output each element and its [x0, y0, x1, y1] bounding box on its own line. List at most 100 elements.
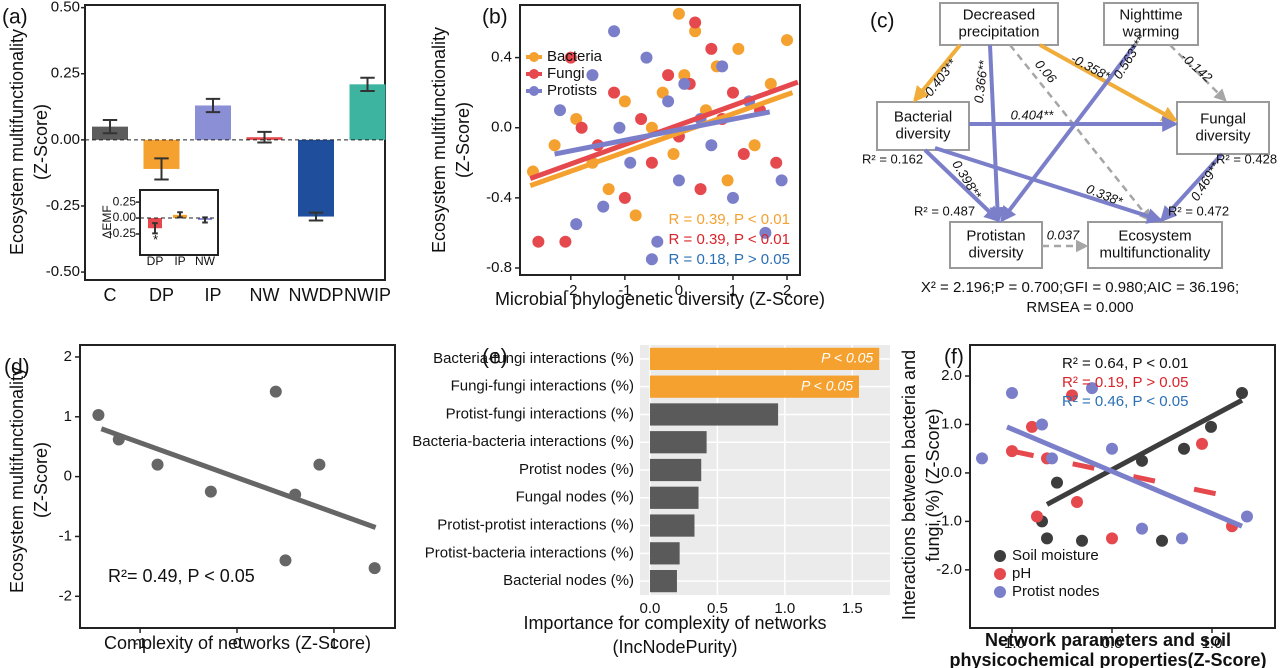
bar — [298, 139, 334, 217]
annotation: R = 0.39, P < 0.01 — [669, 231, 790, 248]
error-bar — [360, 76, 375, 92]
scatter-point — [548, 139, 561, 152]
scatter-point — [618, 191, 631, 204]
x-axis-title: (IncNodePurity) — [612, 637, 737, 657]
x-tick-label: 0.0 — [1102, 635, 1123, 652]
error-bar — [257, 130, 272, 144]
scatter-point — [726, 191, 739, 204]
legend-label: Fungi — [547, 65, 585, 82]
scatter-point — [602, 183, 615, 196]
path-coefficient: 0.338* — [1084, 181, 1125, 209]
y-tick-label: Fungi-fungi interactions (%) — [451, 378, 634, 395]
x-axis-title: Microbial phylogenetic diversity (Z-Scor… — [495, 289, 825, 309]
x-tick-label: DP — [147, 254, 164, 268]
scatter-point — [575, 121, 588, 134]
path-arrow — [923, 148, 1001, 223]
scatter-point — [279, 554, 292, 567]
scatter-point — [689, 25, 702, 38]
legend-label: Protist nodes — [1012, 583, 1100, 600]
scatter-point — [1178, 442, 1190, 455]
scatter-point — [672, 7, 685, 20]
scatter-point — [748, 139, 761, 152]
y-axis-title: Ecosystem multifunctionality — [7, 29, 27, 255]
scatter-point — [1076, 534, 1088, 547]
y-axis-title: ΔEMF — [100, 205, 114, 238]
plot-frame — [84, 4, 386, 281]
r-squared: R² = 0.487 — [914, 203, 975, 218]
scatter-point — [689, 16, 702, 29]
panel-label: (e) — [482, 346, 508, 369]
path-arrow — [1169, 44, 1227, 102]
x-tick-label: 0.5 — [707, 600, 728, 617]
scatter-point — [570, 112, 583, 125]
path-arrow — [1009, 44, 1152, 222]
scatter-point — [1006, 386, 1018, 399]
x-tick-label: NW — [250, 285, 280, 305]
legend-swatch — [529, 52, 539, 62]
scatter-point — [204, 485, 217, 498]
error-bar — [205, 97, 221, 114]
x-axis-title: Complexity of networks (Z-Score) — [104, 633, 371, 653]
y-tick-label: 0.0 — [941, 464, 962, 481]
scatter-point — [635, 112, 648, 125]
x-tick-label: -1 — [618, 282, 631, 299]
x-tick-label: IP — [204, 285, 221, 305]
x-tick-label: 1.5 — [842, 600, 863, 617]
scatter-point — [624, 156, 637, 169]
scatter-point — [781, 34, 794, 47]
legend-swatch — [529, 86, 539, 96]
r-squared: R² = 0.472 — [1168, 203, 1229, 218]
path-arrow — [1159, 152, 1224, 223]
bar-note: P < 0.05 — [821, 350, 873, 366]
node-label: precipitation — [959, 23, 1040, 40]
y-tick-label: 1.0 — [941, 415, 962, 432]
annotation: R² = 0.46, P < 0.05 — [1062, 393, 1188, 410]
node-label: multifunctionality — [1100, 244, 1211, 261]
x-tick-label: 1.0 — [774, 600, 795, 617]
scatter-point — [1051, 476, 1063, 489]
scatter-point — [705, 42, 718, 55]
scatter-point — [721, 174, 734, 187]
y-tick-label: Protist-bacteria interactions (%) — [425, 544, 634, 561]
x-tick-label: NW — [195, 254, 216, 268]
error-bar — [152, 222, 158, 235]
legend-swatch — [529, 69, 539, 79]
x-tick-label: NWDP — [289, 285, 344, 305]
y-axis-title: (Z-Score) — [31, 442, 51, 518]
model-fit: X² = 2.196;P = 0.700;GFI = 0.980;AIC = 3… — [921, 279, 1239, 296]
legend-swatch — [994, 586, 1006, 598]
node-label: Protistan — [966, 227, 1025, 244]
scatter-point — [1106, 442, 1118, 455]
y-tick-label: 0.00 — [51, 131, 80, 148]
scatter-point — [726, 86, 739, 99]
x-tick-label: 2 — [783, 282, 791, 299]
bar — [349, 84, 386, 140]
x-axis-title: Network parameters and soil — [985, 630, 1231, 650]
plot-frame — [519, 4, 801, 276]
r-squared: R² = 0.162 — [862, 151, 923, 166]
x-axis-title: physicochemical properties(Z-Score) — [949, 650, 1266, 668]
x-tick-label: 0.0 — [640, 600, 661, 617]
bar — [649, 542, 680, 565]
y-axis-title: (Z-Score) — [453, 102, 473, 178]
path-coefficient: -0.142 — [1178, 49, 1216, 85]
scatter-point — [1026, 420, 1038, 433]
scatter-point — [705, 139, 718, 152]
node-label: warming — [1122, 23, 1180, 40]
y-tick-label: 2.0 — [941, 367, 962, 384]
scatter-point — [597, 200, 610, 213]
annotation: R²= 0.49, P < 0.05 — [108, 566, 255, 586]
fit-line — [1006, 424, 1243, 529]
scatter-point — [775, 174, 788, 187]
node-box — [1087, 221, 1223, 269]
scatter-point — [368, 562, 381, 575]
y-tick-label: -0.8 — [486, 259, 512, 276]
scatter-point — [645, 121, 658, 134]
y-tick-label: Bacteria-fungi interactions (%) — [433, 350, 634, 367]
node-label: Nighttime — [1119, 6, 1182, 23]
panel-label: (f) — [944, 346, 964, 369]
scatter-point — [694, 183, 707, 196]
y-tick-label: Bacteria-bacteria interactions (%) — [412, 433, 634, 450]
x-tick-label: IP — [174, 254, 185, 268]
scatter-point — [1046, 452, 1058, 465]
